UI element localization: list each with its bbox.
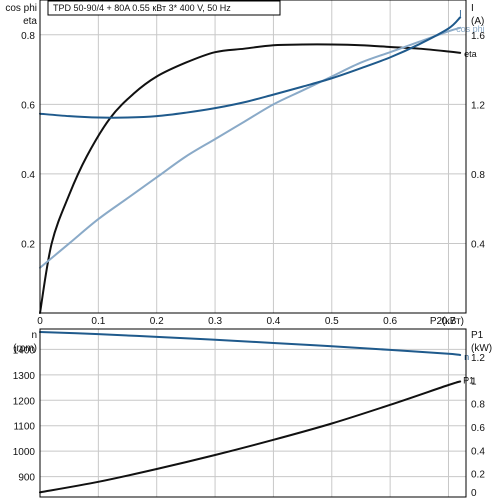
x-axis-label: P2(кВт) — [430, 316, 464, 327]
lower-right-tick-label: 0.6 — [471, 423, 485, 434]
upper-left-tick-label: 0.6 — [21, 100, 35, 111]
lower-right-tick-label: 0.4 — [471, 446, 485, 457]
title-box — [47, 0, 281, 16]
series-label-i: I — [459, 8, 462, 18]
series-label-eta: eta — [464, 49, 477, 59]
lower-left-tick-label: 1400 — [13, 345, 36, 356]
lower-right-tick-label: 1 — [471, 376, 477, 387]
tick-labels-group: 0 0.1 0.2 0.3 0.4 0.5 0.6 0.7 0.2 0.4 0.6 0.8 0.4 0.8… — [13, 31, 486, 499]
upper-left-tick-label: 0.8 — [21, 31, 35, 42]
series-label-cos-phi: cos phi — [456, 24, 485, 34]
upper-left-ylabel-1: cos phi — [5, 3, 37, 14]
x-tick-label: 0.7 — [442, 316, 456, 327]
upper-grid — [39, 0, 466, 313]
lower-left-ylabel-1: n — [31, 330, 37, 341]
x-tick-label: 0.1 — [91, 316, 105, 327]
lower-right-tick-label: 0.8 — [471, 400, 485, 411]
series-line-i — [39, 16, 462, 119]
series-line-p1 — [39, 380, 462, 494]
upper-right-ylabel-2: (A) — [471, 16, 484, 27]
lower-right-tick-label: 1.2 — [471, 353, 485, 364]
series-label-n: n — [464, 352, 469, 362]
series-line-n — [39, 331, 462, 356]
lower-right-ylabel-1: P1 — [471, 330, 484, 341]
upper-left-tick-label: 0.4 — [21, 170, 35, 181]
x-tick-label: 0.4 — [266, 316, 280, 327]
upper-right-ylabel-1: I — [471, 3, 474, 14]
series-label-p1: P1 — [463, 376, 474, 386]
x-tick-label: 0.5 — [325, 316, 339, 327]
x-tick-label: 0 — [37, 316, 43, 327]
lower-right-tick-label: 0.2 — [471, 470, 485, 481]
upper-series-group: eta cos phi I — [39, 8, 485, 314]
lower-left-tick-label: 1300 — [13, 371, 36, 382]
upper-right-tick-label: 0.4 — [471, 239, 485, 250]
upper-right-tick-label: 1.6 — [471, 31, 485, 42]
x-tick-label: 0.6 — [383, 316, 397, 327]
upper-right-tick-label: 0.8 — [471, 170, 485, 181]
lower-right-ylabel-2: (kW) — [471, 343, 492, 354]
lower-left-tick-label: 1000 — [13, 447, 36, 458]
lower-right-tick-label: 0 — [471, 488, 477, 499]
lower-series-group: n P1 — [39, 331, 474, 494]
x-tick-label: 0.2 — [150, 316, 164, 327]
x-tick-label: 0.3 — [208, 316, 222, 327]
lower-left-ylabel-2: (rpm) — [13, 343, 37, 354]
lower-left-tick-label: 1100 — [13, 422, 35, 433]
lower-plot-frame — [39, 328, 467, 498]
series-line-eta — [39, 43, 462, 314]
upper-right-tick-label: 1.2 — [471, 100, 485, 111]
upper-plot-frame — [39, 0, 467, 314]
series-line-cos-phi — [39, 26, 462, 269]
lower-left-tick-label: 900 — [18, 473, 35, 484]
upper-left-ylabel-2: eta — [23, 16, 37, 27]
upper-left-tick-label: 0.2 — [21, 239, 35, 250]
chart-title: TPD 50-90/4 + 80A 0.55 кВт 3* 400 V, 50 … — [53, 3, 231, 13]
lower-left-tick-label: 1200 — [13, 396, 36, 407]
